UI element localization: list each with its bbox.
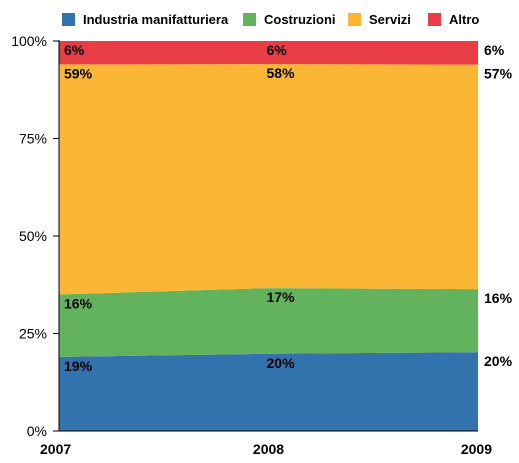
data-label: 59% [64,65,93,81]
legend-swatch [243,13,256,26]
legend-swatch [62,13,75,26]
data-label: 19% [64,358,93,374]
area-series-1 [59,288,478,357]
legend-label: Industria manifatturiera [83,12,229,27]
y-tick-label: 75% [19,131,47,147]
data-label: 16% [484,290,513,306]
data-label: 6% [64,42,85,58]
legend-swatch [428,13,441,26]
legend: Industria manifatturiera Costruzioni Servi… [62,12,479,27]
legend-label: Altro [449,12,479,27]
data-label: 17% [267,289,296,305]
data-label: 57% [484,66,513,82]
data-label: 6% [267,42,288,58]
y-tick-label: 50% [19,228,47,244]
y-tick-label: 25% [19,326,47,342]
data-label: 58% [267,65,296,81]
y-tick-label: 100% [11,33,47,49]
chart-areas [59,41,478,431]
legend-swatch [348,13,361,26]
data-label: 20% [484,353,513,369]
x-tick-label: 2007 [40,441,71,457]
legend-label: Costruzioni [264,12,336,27]
data-label: 20% [267,355,296,371]
data-label: 6% [484,42,505,58]
area-series-3 [59,41,478,65]
y-tick-label: 0% [27,423,47,439]
legend-label: Servizi [369,12,411,27]
x-tick-label: 2008 [253,441,284,457]
area-series-2 [59,64,478,295]
x-tick-label: 2009 [461,441,492,457]
data-labels: 19% 20% 20% 16% 17% 16% 59% 58% 57% 6% 6% 6% [64,42,513,374]
data-label: 16% [64,296,93,312]
area-series-0 [59,352,478,431]
axes: 0% 25% 50% 75% 100% 2007 2008 2009 [11,33,492,457]
